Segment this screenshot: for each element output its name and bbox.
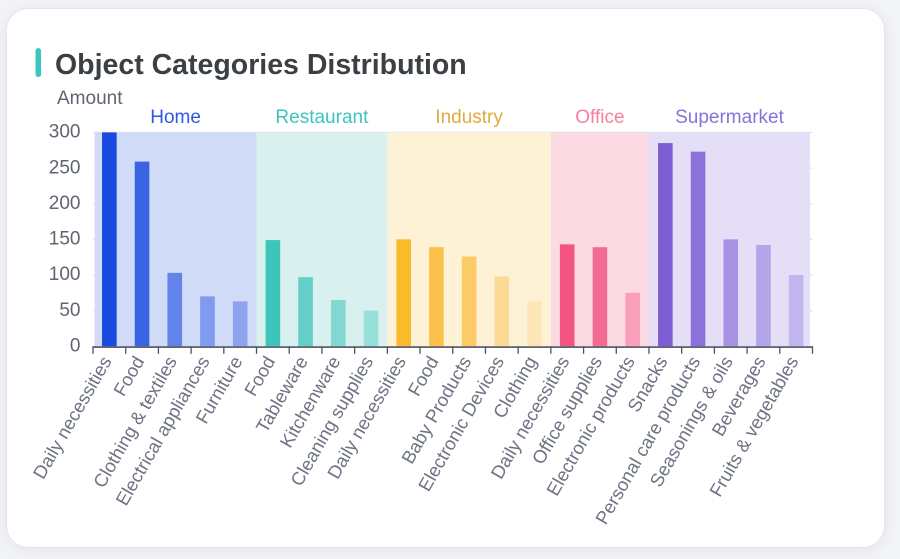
svg-text:Amount: Amount: [57, 88, 123, 109]
svg-text:100: 100: [49, 264, 81, 285]
svg-text:Supermarket: Supermarket: [675, 107, 784, 128]
svg-text:Industry: Industry: [435, 107, 503, 128]
svg-text:300: 300: [49, 122, 81, 143]
svg-text:Restaurant: Restaurant: [275, 107, 369, 128]
svg-text:50: 50: [59, 300, 80, 321]
svg-text:Home: Home: [150, 107, 201, 128]
svg-text:200: 200: [49, 193, 81, 214]
svg-text:Object Categories Distribution: Object Categories Distribution: [55, 49, 467, 81]
svg-text:250: 250: [49, 157, 81, 178]
svg-text:0: 0: [70, 336, 81, 357]
svg-text:Office: Office: [575, 107, 624, 128]
svg-text:150: 150: [49, 229, 81, 250]
